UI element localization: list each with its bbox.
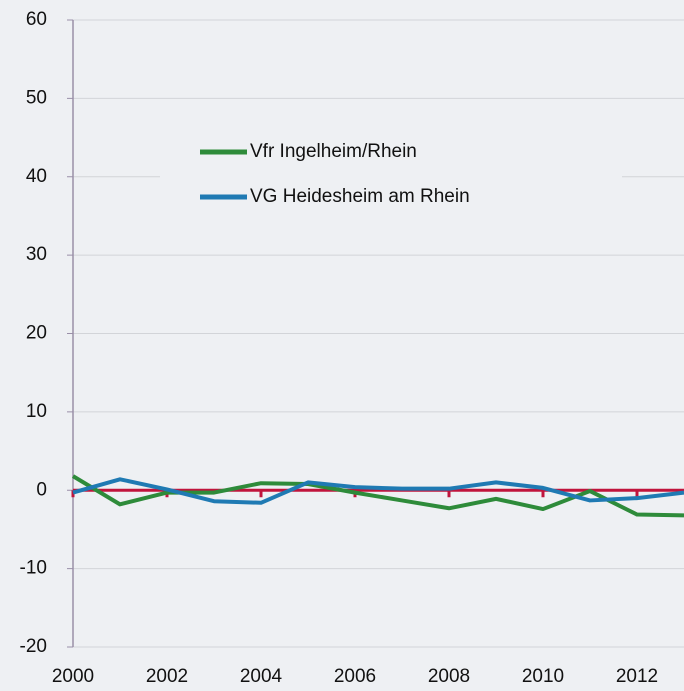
y-tick-label: -10 (20, 558, 47, 579)
y-tick-label: 10 (26, 401, 47, 422)
x-tick-label: 2006 (334, 666, 376, 687)
y-tick-label: 0 (36, 479, 47, 500)
y-tick-label: 50 (26, 87, 47, 108)
y-tick-label: -20 (20, 636, 47, 657)
x-tick-label: 2004 (240, 666, 283, 687)
y-tick-label: 20 (26, 323, 47, 344)
x-tick-label: 2000 (52, 666, 94, 687)
legend-label: Vfr Ingelheim/Rhein (250, 141, 417, 162)
series-line (72, 477, 684, 505)
x-tick-label: 2012 (616, 666, 658, 687)
legend-label: VG Heidesheim am Rhein (250, 186, 470, 207)
legend-box (160, 128, 622, 218)
x-tick-label: 2010 (522, 666, 564, 687)
y-tick-label: 30 (26, 244, 47, 265)
x-tick-label: 2008 (428, 666, 470, 687)
y-tick-label: 60 (26, 9, 47, 30)
y-tick-label: 40 (26, 166, 47, 187)
x-tick-label: 2002 (146, 666, 188, 687)
